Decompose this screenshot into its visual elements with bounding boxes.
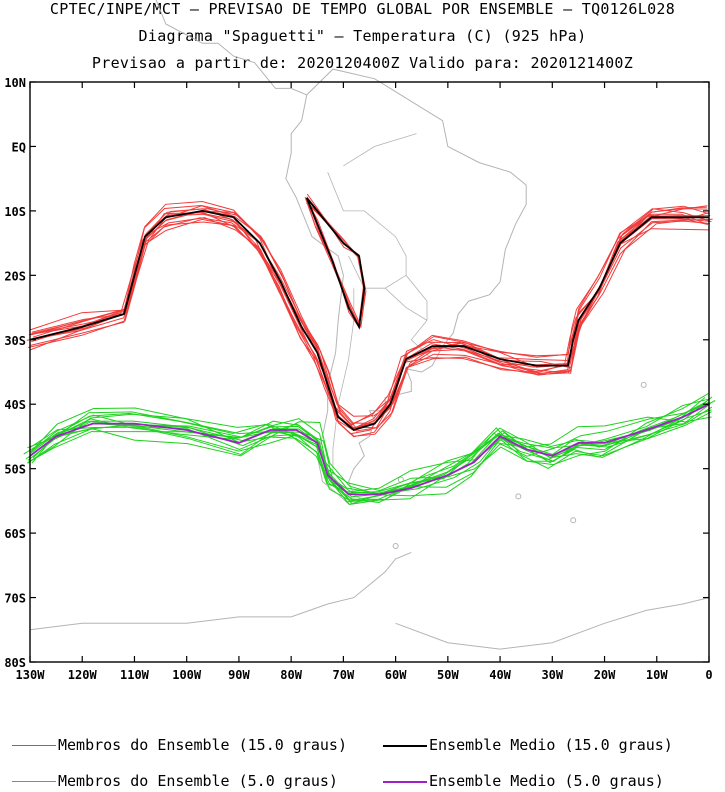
mean-15-contour [29,209,709,432]
member-5-contour [27,411,712,506]
lon-label: 20W [594,668,616,682]
lat-label: 70S [4,592,26,606]
lon-label: 40W [489,668,511,682]
members-15-contours [26,193,713,438]
lat-label: 80S [4,656,26,670]
island-coastline [392,543,399,549]
legend-label-members-5: Membros do Ensemble (5.0 graus) [58,772,338,790]
map-title-line-1: CPTEC/INPE/MCT — PREVISAO DE TEMPO GLOBA… [49,0,676,18]
member-15-contour [32,206,707,431]
lon-label: 70W [333,668,355,682]
legend-swatch-members-5 [12,781,56,782]
lon-label: 130W [16,668,46,682]
member-15-contour [29,209,710,438]
member-15-contour [29,208,710,417]
member-15-contour [32,208,708,426]
legend-swatch-mean-15 [383,744,427,747]
member-15-contour [27,208,713,435]
member-15-contour [31,204,708,430]
member-15-andes-contour [306,193,365,329]
lon-label: 80W [280,668,302,682]
member-5-contour [31,397,706,500]
coastlines [29,0,710,650]
lon-label: 50W [437,668,459,682]
member-15-contour [26,205,712,432]
map-title-line-3: Previsao a partir de: 2020120400Z Valido… [91,54,634,72]
ensemble-mean-contours [29,197,710,496]
mean-5-contour [29,403,710,496]
country-border [332,288,355,476]
member-5-contour [23,400,716,494]
lon-label: 0 [705,668,712,682]
member-15-contour [29,200,710,432]
lat-label: EQ [12,140,26,154]
island-coastline [515,493,522,500]
mean-15-andes-contour [305,197,366,330]
south-america-coastline [285,68,527,505]
lat-label: 40S [4,398,26,412]
lat-label: 30S [4,334,26,348]
legend-label-mean-15: Ensemble Medio (15.0 graus) [429,736,673,754]
lon-label: 110W [120,668,150,682]
member-5-contour [30,393,709,493]
legend-mean-15: Ensemble Medio (15.0 graus) [383,736,673,754]
lon-label: 120W [68,668,98,682]
lat-label: 20S [4,269,26,283]
country-border [343,133,417,167]
antarctic-coastline [395,597,710,650]
legend-members-15: Membros do Ensemble (15.0 graus) [12,736,347,754]
legend-swatch-members-15 [12,745,56,746]
lon-label: 90W [228,668,250,682]
lon-label: 60W [385,668,407,682]
island-coastline [570,517,577,524]
legend-members-5: Membros do Ensemble (5.0 graus) [12,772,338,790]
legend-swatch-mean-5 [383,780,427,783]
central-america-coastline [155,0,307,96]
map-frame [29,81,710,663]
island-coastline [640,381,647,388]
lat-label: 10N [4,76,26,90]
lon-label: 10W [646,668,668,682]
map-title-line-2: Diagrama "Spaguetti" — Temperatura (C) (… [138,27,587,45]
member-15-contour [30,214,709,429]
country-border [384,287,428,321]
lon-label: 100W [172,668,202,682]
lat-label: 10S [4,205,26,219]
legend-label-mean-5: Ensemble Medio (5.0 graus) [429,772,664,790]
lon-label: 30W [541,668,563,682]
lat-label: 60S [4,527,26,541]
member-15-contour [29,210,710,437]
lat-label: 50S [4,463,26,477]
member-15-contour [31,213,708,425]
antarctic-coastline [29,551,412,631]
member-15-contour [28,213,711,430]
country-border [348,255,407,289]
country-border [327,172,428,321]
legend-mean-5: Ensemble Medio (5.0 graus) [383,772,664,790]
member-15-contour [30,205,710,425]
member-15-contour [34,212,704,429]
legend-label-members-15: Membros do Ensemble (15.0 graus) [58,736,347,754]
